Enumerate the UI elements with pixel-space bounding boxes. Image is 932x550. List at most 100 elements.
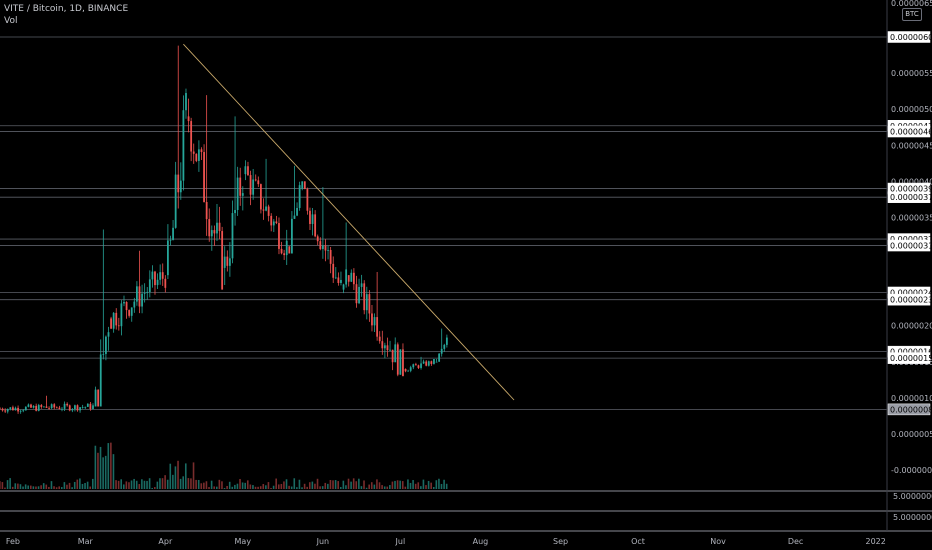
volume-bar: [249, 484, 252, 489]
volume-bar: [389, 485, 391, 489]
volume-bar: [60, 487, 63, 489]
volume-bar: [210, 480, 213, 489]
volume-bar: [81, 483, 84, 489]
candle-body: [128, 310, 131, 316]
volume-bar: [91, 478, 94, 489]
candle-body: [125, 302, 128, 311]
candle-body: [55, 407, 58, 409]
candle-body: [203, 152, 205, 202]
volume-bar: [234, 484, 236, 489]
volume-bar: [445, 483, 448, 489]
volume-bar: [298, 479, 301, 489]
candle-body: [1, 408, 4, 411]
candle-body: [182, 110, 185, 181]
candle-body: [319, 241, 322, 250]
price-tag-label: 0.00000155: [890, 354, 932, 363]
x-axis-tick-label: Oct: [631, 537, 645, 546]
volume-bar: [197, 479, 200, 489]
volume-bar: [143, 480, 146, 489]
candle-body: [427, 361, 430, 366]
volume-bar: [241, 482, 244, 489]
volume-bar: [365, 487, 368, 489]
volume-bar: [115, 480, 117, 489]
volume-bar: [192, 462, 195, 489]
volume-bar: [151, 487, 154, 489]
x-axis-tick-label: Feb: [6, 537, 20, 546]
volume-bar: [329, 479, 332, 489]
volume-bar: [303, 483, 306, 489]
volume-bar: [153, 487, 156, 489]
x-axis-tick-label: Dec: [788, 537, 803, 546]
candle-body: [347, 275, 350, 282]
volume-bar: [1, 482, 4, 489]
volume-bar: [407, 479, 409, 489]
volume-bar: [236, 483, 239, 489]
price-tag-box: [887, 239, 931, 252]
volume-bar: [184, 463, 187, 489]
volume-bar: [226, 485, 228, 489]
candle-body: [148, 279, 151, 292]
volume-bar: [40, 485, 42, 489]
candle-body: [161, 272, 164, 279]
volume-bar: [443, 479, 445, 489]
candle-body: [270, 215, 273, 226]
volume-bar: [133, 478, 135, 489]
volume-bar: [11, 486, 14, 489]
candle-body: [17, 407, 19, 412]
candle-body: [247, 166, 249, 176]
volume-bar: [327, 483, 329, 489]
volume-bar: [122, 484, 125, 489]
candle-body: [68, 405, 71, 411]
candle-body: [187, 116, 190, 122]
volume-bar: [409, 482, 412, 489]
candle-body: [383, 345, 386, 349]
volume-bar: [334, 480, 337, 489]
candle-body: [316, 236, 319, 242]
candle-body: [110, 318, 112, 329]
candle-body: [185, 93, 187, 111]
volume-bar: [290, 486, 293, 489]
volume-bar: [107, 443, 110, 489]
candle-body: [241, 193, 244, 196]
volume-bar: [358, 478, 360, 489]
candle-body: [332, 263, 335, 278]
volume-bar: [76, 479, 79, 489]
candle-body: [210, 230, 213, 237]
volume-bar: [296, 487, 298, 489]
candle-body: [391, 349, 394, 363]
volume-bar: [128, 482, 130, 489]
volume-indicator-label[interactable]: Vol: [4, 16, 18, 26]
volume-bar: [58, 486, 61, 489]
candle-body: [430, 361, 433, 364]
candle-body: [24, 406, 27, 411]
candle-body: [378, 336, 381, 342]
volume-bar: [27, 485, 30, 489]
candle-body: [43, 406, 45, 408]
volume-bar: [208, 487, 210, 489]
volume-bar: [259, 486, 262, 489]
candle-body: [389, 349, 391, 351]
volume-bar: [386, 486, 389, 489]
currency-badge[interactable]: BTC: [902, 8, 922, 21]
x-axis-tick-label: Apr: [158, 537, 173, 546]
volume-bar: [262, 484, 265, 489]
volume-axis-label: 5.00000000: [893, 492, 932, 501]
volume-bar: [14, 483, 17, 489]
candle-body: [141, 293, 143, 307]
candle-body: [45, 406, 48, 408]
candle-body: [290, 218, 293, 254]
candle-body: [381, 341, 384, 349]
volume-bar: [174, 466, 177, 489]
volume-bar: [425, 485, 427, 489]
candle-body: [192, 151, 195, 154]
candle-body: [249, 175, 252, 195]
volume-bar: [427, 480, 430, 489]
candle-body: [79, 407, 81, 411]
x-axis-tick-label: Nov: [710, 537, 726, 546]
